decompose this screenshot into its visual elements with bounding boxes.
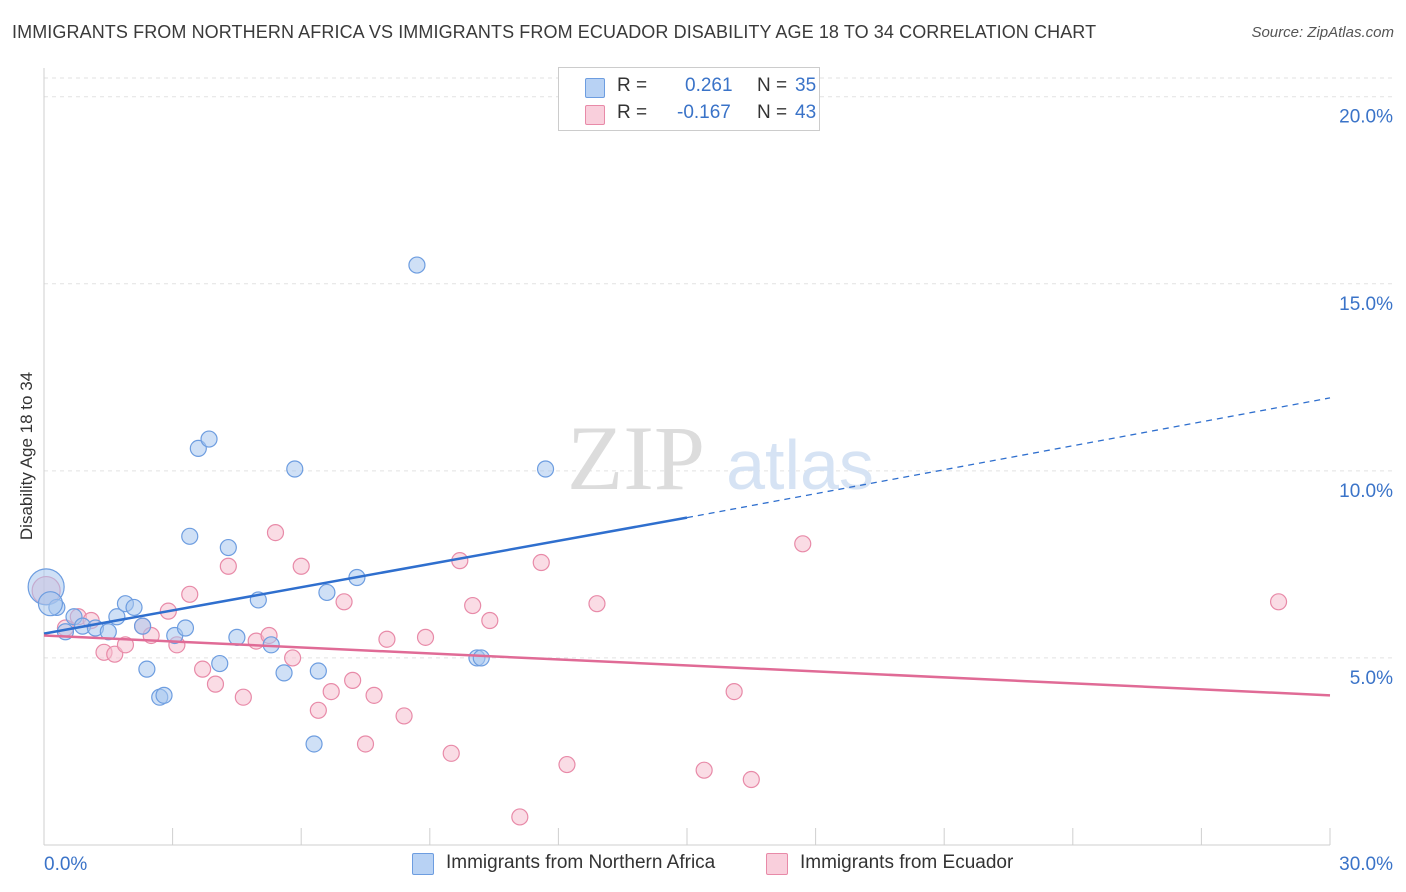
legend-n-label: N =: [757, 75, 788, 96]
ecuador-point: [464, 596, 482, 615]
bottom-legend-swatch-blue: [412, 853, 434, 875]
northern-africa-point: [211, 654, 229, 673]
ecuador-point: [335, 593, 353, 611]
bottom-legend-label: Immigrants from Northern Africa: [446, 852, 716, 873]
ecuador-point: [292, 557, 310, 575]
northern-africa-point: [200, 430, 218, 448]
northern-africa-point: [219, 538, 237, 557]
tick-labels: 5.0% 10.0% 15.0% 20.0% 0.0% 30.0%: [44, 107, 1393, 875]
northern-africa-point: [125, 598, 143, 617]
northern-africa-point: [309, 662, 327, 680]
ecuador-point: [219, 557, 237, 575]
northern-africa-point: [536, 460, 555, 478]
legend-swatch-pink: [585, 105, 605, 125]
ecuador-point: [266, 523, 285, 542]
ecuador-point: [284, 649, 302, 667]
ecuador-point: [181, 585, 199, 603]
ecuador-point: [116, 636, 135, 654]
ecuador-point: [365, 686, 383, 704]
bottom-legend-label: Immigrants from Ecuador: [800, 852, 1014, 873]
ecuador-point: [532, 553, 550, 572]
x-tick-label: 0.0%: [44, 854, 87, 875]
northern-africa-point: [181, 527, 199, 545]
ecuador-point: [416, 628, 435, 646]
y-tick-label: 10.0%: [1339, 481, 1393, 502]
legend-n-label: N =: [757, 102, 788, 123]
ecuador-point: [356, 735, 375, 753]
ecuador-point: [322, 682, 340, 701]
y-tick-label: 20.0%: [1339, 107, 1393, 128]
legend-n-value: 43: [795, 102, 817, 123]
legend-swatch-blue: [585, 78, 605, 98]
northern-africa-point: [37, 591, 64, 617]
ecuador-point: [206, 675, 225, 693]
northern-africa-point: [155, 686, 173, 704]
northern-africa-point: [99, 623, 117, 641]
series-northern-africa-points: [27, 256, 555, 753]
y-tick-label: 15.0%: [1339, 294, 1393, 315]
ecuador-point: [378, 630, 396, 648]
bottom-legend-swatch-pink: [766, 853, 788, 875]
series-ecuador-points: [31, 523, 1288, 826]
ecuador-point: [695, 761, 713, 779]
northern-africa-point: [176, 619, 195, 637]
y-tick-label: 5.0%: [1350, 668, 1393, 689]
northern-africa-point: [133, 617, 152, 635]
ecuador-point: [794, 535, 812, 553]
trend-lines: [43, 397, 1331, 697]
ecuador-point: [725, 682, 743, 701]
watermark-atlas: atlas: [726, 426, 874, 504]
northern-africa-point: [286, 460, 304, 478]
ecuador-point: [309, 701, 327, 719]
gridlines: [44, 77, 1395, 659]
legend-r-value: -0.167: [677, 102, 731, 123]
ecuador-point: [558, 755, 576, 774]
source-label: Source: ZipAtlas.com: [1251, 24, 1394, 41]
legend-n-value: 35: [795, 75, 817, 96]
ecuador-trend-line: [43, 634, 1331, 697]
axes: [43, 68, 1331, 846]
ecuador-point: [481, 611, 499, 630]
ecuador-point: [742, 770, 760, 789]
ecuador-point: [344, 671, 362, 689]
stats-legend: R = 0.261 N = 35 R = -0.167 N = 43: [558, 67, 820, 131]
watermark-zip: ZIP: [567, 407, 705, 509]
ecuador-point: [395, 707, 413, 725]
legend-r-label: R =: [617, 102, 648, 123]
watermark: ZIP atlas: [567, 407, 874, 509]
northern-africa-point: [472, 649, 490, 667]
legend-r-value: 0.261: [685, 75, 733, 96]
ecuador-point: [511, 808, 529, 826]
northern-africa-point: [408, 256, 426, 274]
x-tick-label: 30.0%: [1339, 854, 1393, 875]
ecuador-point: [588, 595, 606, 613]
northern-africa-point: [138, 660, 156, 678]
northern-africa-point: [305, 735, 323, 753]
ecuador-point: [1269, 593, 1288, 611]
ecuador-point: [442, 744, 460, 762]
northern-africa-trend-line: [43, 516, 688, 635]
legend-r-label: R =: [617, 75, 648, 96]
chart-title: IMMIGRANTS FROM NORTHERN AFRICA VS IMMIG…: [12, 22, 1097, 42]
ecuador-point: [194, 660, 212, 678]
northern-africa-point: [318, 583, 336, 602]
northern-africa-point: [275, 664, 293, 682]
ecuador-point: [234, 688, 252, 706]
